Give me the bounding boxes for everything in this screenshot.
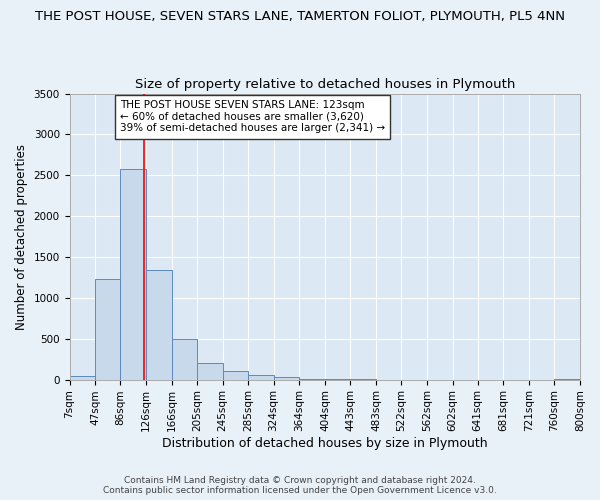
Bar	[95, 279, 121, 380]
Text: THE POST HOUSE SEVEN STARS LANE: 123sqm
← 60% of detached houses are smaller (3,: THE POST HOUSE SEVEN STARS LANE: 123sqm …	[120, 100, 385, 134]
Bar	[197, 364, 223, 380]
Bar	[299, 379, 325, 380]
Y-axis label: Number of detached properties: Number of detached properties	[15, 144, 28, 330]
Title: Size of property relative to detached houses in Plymouth: Size of property relative to detached ho…	[134, 78, 515, 91]
Bar	[121, 168, 146, 380]
Bar	[172, 338, 197, 380]
Text: Contains HM Land Registry data © Crown copyright and database right 2024.
Contai: Contains HM Land Registry data © Crown c…	[103, 476, 497, 495]
X-axis label: Distribution of detached houses by size in Plymouth: Distribution of detached houses by size …	[162, 437, 488, 450]
Bar	[274, 377, 299, 380]
Bar	[248, 374, 274, 380]
Bar	[146, 270, 172, 380]
Text: THE POST HOUSE, SEVEN STARS LANE, TAMERTON FOLIOT, PLYMOUTH, PL5 4NN: THE POST HOUSE, SEVEN STARS LANE, TAMERT…	[35, 10, 565, 23]
Bar	[223, 370, 248, 380]
Bar	[70, 376, 95, 380]
